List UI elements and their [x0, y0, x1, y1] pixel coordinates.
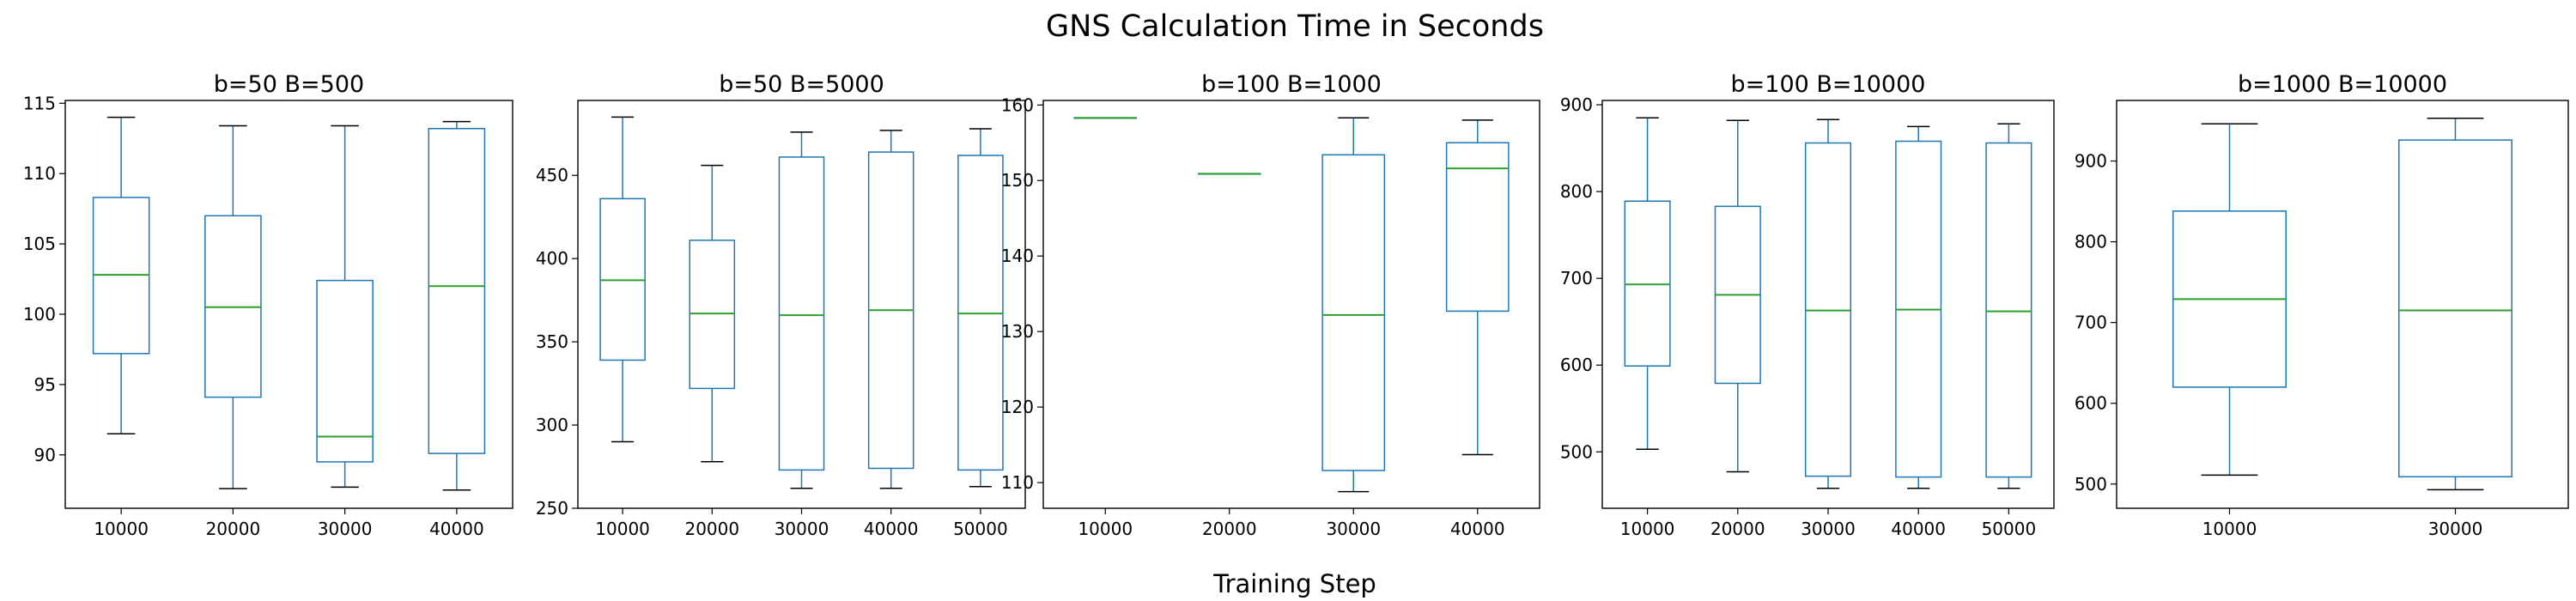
- x-tick-label: 40000: [1450, 519, 1505, 539]
- box-30000: [1321, 117, 1386, 493]
- y-tick-label: 140: [1001, 246, 1034, 266]
- box-10000: [2172, 123, 2287, 477]
- box-10000: [92, 116, 150, 434]
- y-tick-label: 450: [536, 165, 568, 185]
- box-30000: [778, 131, 825, 489]
- plot-frame: [64, 100, 513, 509]
- box-body: [316, 279, 374, 463]
- box-40000: [428, 120, 486, 491]
- x-tick-label: 30000: [2428, 519, 2483, 539]
- subplot-4: b=100 B=10000 500 600 700 800 900 10000 20000 30…: [1560, 71, 2055, 539]
- y-tick-label: 600: [1560, 355, 1593, 375]
- y-tick-label: 120: [1001, 397, 1034, 417]
- x-tick-label: 40000: [1891, 519, 1946, 539]
- x-tick-label: 30000: [1801, 519, 1856, 539]
- y-tick-label: 95: [34, 374, 56, 395]
- y-tick-label: 350: [536, 331, 568, 352]
- plot-frame: [1601, 100, 2055, 509]
- y-tick-label: 110: [1001, 472, 1034, 493]
- x-tick-label: 30000: [1326, 519, 1381, 539]
- box-body: [1624, 200, 1671, 367]
- x-tick-label: 40000: [429, 519, 484, 539]
- box-10000: [1624, 117, 1671, 451]
- box-50000: [957, 128, 1004, 488]
- box-20000: [204, 124, 262, 489]
- x-tick-label: 20000: [1202, 519, 1257, 539]
- box-body: [1804, 142, 1852, 477]
- x-tick-label: 20000: [684, 519, 739, 539]
- y-tick-label: 800: [2075, 232, 2107, 252]
- subplot-title: b=100 B=10000: [1731, 71, 1926, 98]
- y-tick-label: 700: [1560, 268, 1593, 288]
- box-10000: [599, 116, 646, 443]
- box-20000: [1714, 119, 1761, 473]
- subplot-title: b=50 B=500: [214, 71, 364, 98]
- box-40000: [867, 130, 914, 489]
- subplot-5: b=1000 B=10000 500 600 700 800 900 10000 30000: [2075, 71, 2569, 539]
- figure-title: GNS Calculation Time in Seconds: [1046, 9, 1544, 44]
- y-tick-label: 800: [1560, 181, 1593, 202]
- box-body: [778, 156, 825, 471]
- y-tick-label: 600: [2075, 393, 2107, 414]
- x-tick-label: 40000: [864, 519, 919, 539]
- box-40000: [1445, 119, 1510, 456]
- y-tick-label: 130: [1001, 321, 1034, 342]
- y-tick-label: 100: [23, 304, 56, 325]
- x-tick-label: 10000: [94, 519, 149, 539]
- box-body: [1321, 154, 1386, 471]
- x-tick-label: 10000: [2202, 519, 2257, 539]
- y-tick-label: 105: [23, 234, 56, 254]
- box-50000: [1985, 123, 2032, 489]
- subplot-panels: b=50 B=500 90 95 100 105 110 115 10000 20000 3000…: [23, 71, 2569, 539]
- plot-frame: [2116, 100, 2569, 509]
- y-tick-label: 110: [23, 163, 56, 184]
- x-tick-label: 20000: [206, 519, 261, 539]
- y-tick-label: 500: [2075, 474, 2107, 495]
- y-tick-label: 900: [1560, 94, 1593, 115]
- y-tick-label: 150: [1001, 170, 1034, 191]
- y-tick-label: 90: [34, 445, 56, 465]
- box-body: [2398, 139, 2512, 478]
- plot-frame: [577, 100, 1026, 509]
- x-tick-label: 50000: [1982, 519, 2037, 539]
- box-body: [1445, 142, 1510, 313]
- subplot-3: b=100 B=1000 110 120 130 140 150 160 10000 20000…: [1001, 71, 1540, 539]
- x-tick-label: 10000: [1620, 519, 1675, 539]
- box-20000: [1197, 173, 1261, 175]
- x-tick-label: 10000: [595, 519, 650, 539]
- box-30000: [316, 124, 374, 489]
- x-axis-label: Training Step: [1212, 569, 1376, 598]
- box-30000: [2398, 117, 2512, 491]
- subplot-title: b=100 B=1000: [1201, 71, 1382, 98]
- x-tick-label: 30000: [318, 519, 373, 539]
- subplot-title: b=50 B=5000: [719, 71, 884, 98]
- subplot-title: b=1000 B=10000: [2238, 71, 2447, 98]
- y-tick-label: 115: [23, 93, 56, 113]
- subplot-2: b=50 B=5000 250 300 350 400 450 10000 20000 3000…: [536, 71, 1026, 539]
- plot-frame: [1042, 100, 1540, 509]
- y-tick-label: 900: [2075, 151, 2107, 172]
- box-20000: [689, 164, 736, 463]
- x-tick-label: 10000: [1078, 519, 1133, 539]
- x-tick-label: 50000: [953, 519, 1008, 539]
- x-tick-label: 20000: [1710, 519, 1765, 539]
- y-tick-label: 250: [536, 498, 568, 519]
- y-tick-label: 160: [1001, 94, 1034, 115]
- y-tick-label: 400: [536, 248, 568, 269]
- box-body: [428, 128, 486, 454]
- box-body: [1985, 142, 2032, 478]
- y-tick-label: 700: [2075, 313, 2107, 333]
- box-30000: [1804, 118, 1852, 489]
- subplot-1: b=50 B=500 90 95 100 105 110 115 10000 20000 3000…: [23, 71, 513, 539]
- x-tick-label: 30000: [775, 519, 829, 539]
- y-tick-label: 300: [536, 415, 568, 435]
- box-40000: [1895, 125, 1942, 489]
- y-tick-label: 500: [1560, 441, 1593, 462]
